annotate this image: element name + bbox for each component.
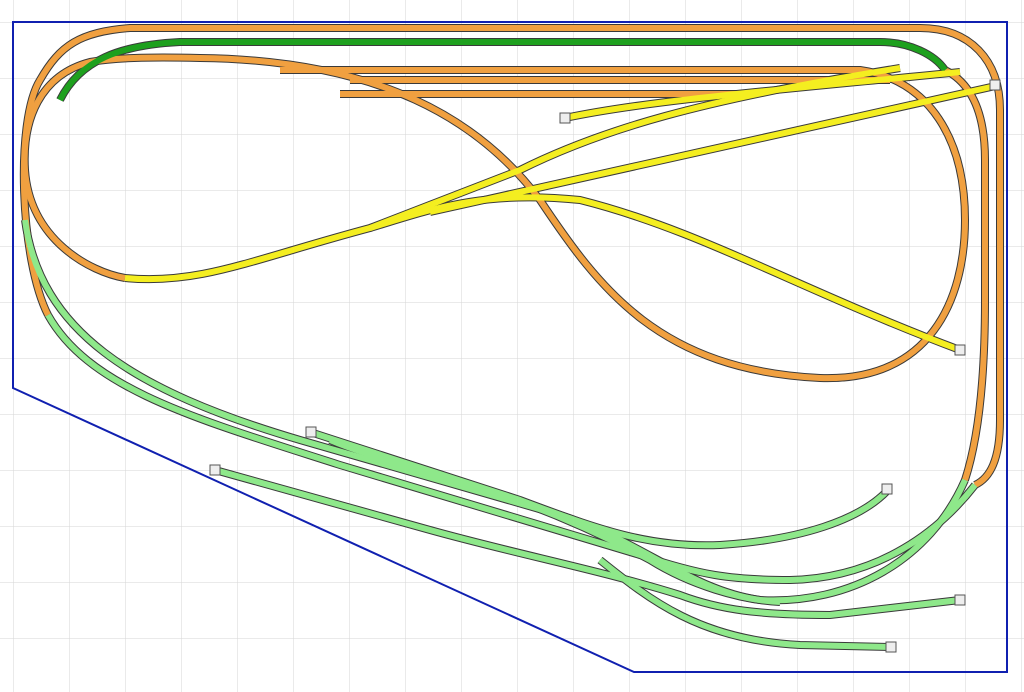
- buffer-stop: [885, 641, 897, 653]
- buffer-stop: [989, 79, 1001, 91]
- buffer-stops: [209, 79, 1001, 653]
- buffer-stop: [305, 426, 317, 438]
- buffer-stop: [954, 344, 966, 356]
- buffer-stop: [881, 483, 893, 495]
- buffer-stop: [559, 112, 571, 124]
- buffer-stop: [954, 594, 966, 606]
- buffer-stop: [209, 464, 221, 476]
- baseboard-outline: [12, 21, 1008, 673]
